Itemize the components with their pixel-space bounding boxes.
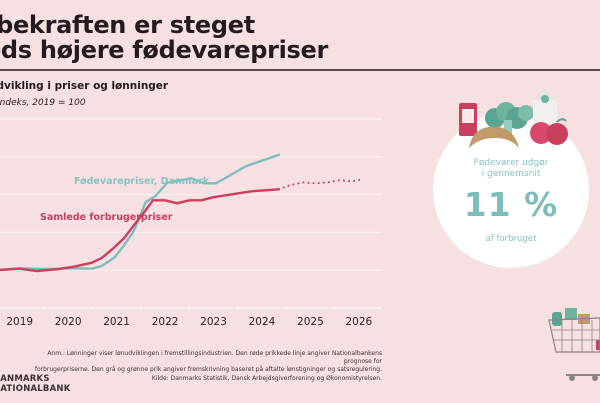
x-tick-label: 2021 <box>103 316 130 328</box>
x-tick-label: 2026 <box>346 316 373 328</box>
x-tick-label: 2020 <box>55 316 82 328</box>
chart-note: Anm.: Lønninger viser lønudviklingen i f… <box>22 350 382 383</box>
line-consumer-prices <box>0 188 281 273</box>
series-label-food-prices: Fødevarepriser, Danmark <box>74 176 210 187</box>
title-line-2: trods højere fødevarepriser <box>0 36 329 64</box>
series-group <box>0 153 363 273</box>
x-axis: 2019 2020 2021 2022 2023 2024 2025 2026 <box>0 306 382 328</box>
info-value: 11 % <box>463 185 559 224</box>
x-tick-label: 2019 <box>6 316 33 328</box>
line-consumer-prices-forecast <box>277 178 363 191</box>
title-line-1: Købekraften er steget <box>0 11 255 39</box>
info-text-top: Fødevarer udgør i gennemsnit <box>433 158 589 180</box>
x-tick-label: 2025 <box>297 316 324 328</box>
title-divider <box>0 69 600 71</box>
chart-subtitle: Udvikling i priser og lønninger <box>0 80 169 92</box>
info-text-bottom: af forbruget <box>485 234 537 244</box>
nationalbank-logo: DANMARKS NATIONALBANK <box>0 374 71 394</box>
note-line-1: Anm.: Lønninger viser lønudviklingen i f… <box>47 350 382 366</box>
info-text-top-line-2: i gennemsnit <box>481 169 541 179</box>
info-text-top-line-1: Fødevarer udgør <box>473 158 549 168</box>
chart-unit: Indeks, 2019 = 100 <box>0 98 86 108</box>
x-tick-label: 2023 <box>200 316 227 328</box>
gridlines <box>0 118 382 271</box>
page-title: Købekraften er steget trods højere fødev… <box>0 13 328 63</box>
logo-line-2: NATIONALBANK <box>0 384 71 394</box>
source-line: Kilde: Danmarks Statistik, Dansk Arbejds… <box>151 374 382 382</box>
logo-line-1: DANMARKS <box>0 374 50 384</box>
series-label-consumer-prices: Samlede forbrugerpriser <box>40 212 173 223</box>
x-tick-label: 2022 <box>152 316 179 328</box>
x-tick-label: 2024 <box>249 316 276 328</box>
note-line-2: forbrugerpriserne. Den grå og grønne pri… <box>34 366 382 374</box>
